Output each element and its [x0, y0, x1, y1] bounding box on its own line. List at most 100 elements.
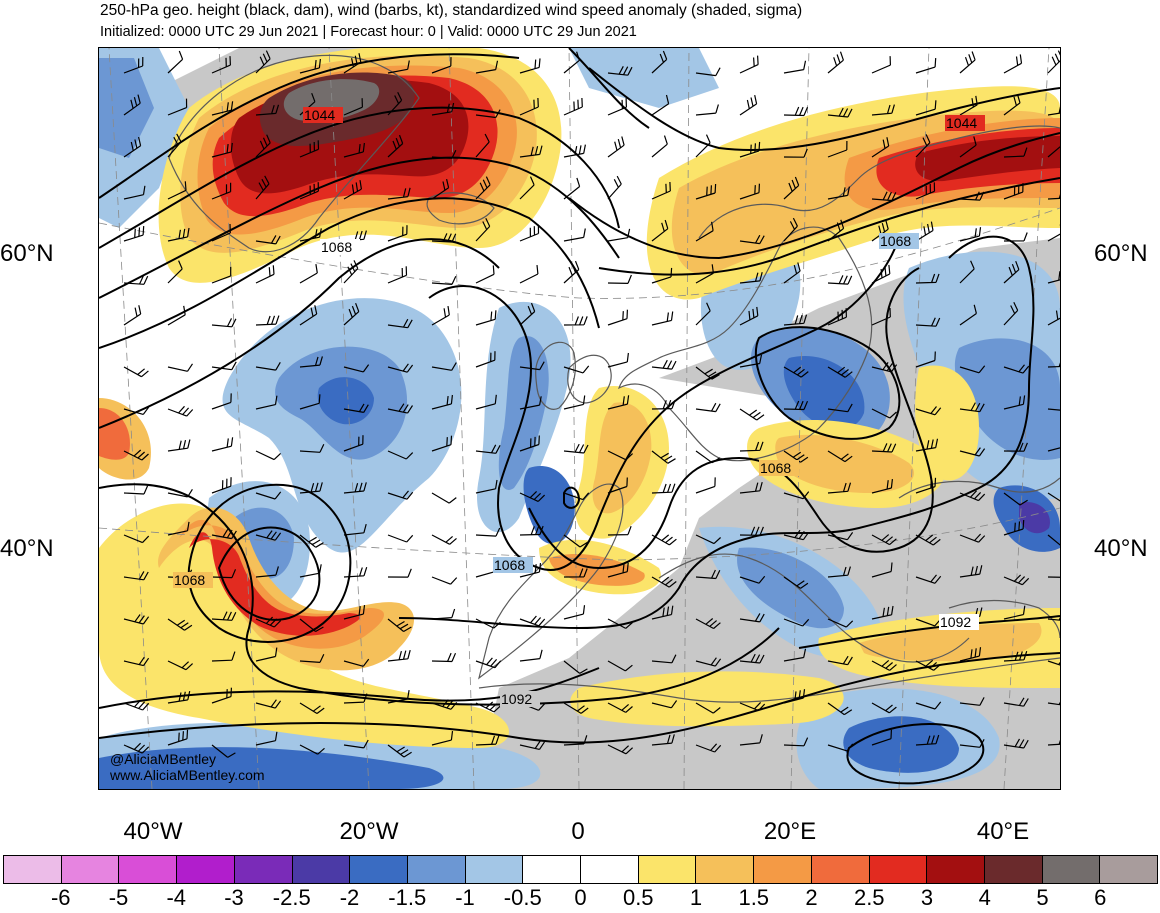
wind-barb: [959, 697, 985, 706]
wind-barb: [255, 265, 275, 284]
wind-barb: [827, 275, 853, 285]
wind-barb: [563, 177, 581, 200]
wind-barb: [211, 318, 237, 328]
wind-barb: [167, 439, 191, 452]
wind-barb: [1003, 395, 1026, 410]
wind-barb: [607, 618, 633, 629]
wind-barb: [343, 658, 370, 667]
lat-label-60n-right: 60°N: [1094, 240, 1148, 267]
wind-barb: [299, 140, 320, 158]
wind-barb: [871, 562, 893, 578]
wind-barb: [607, 450, 634, 461]
wind-barb: [519, 490, 546, 502]
wind-barb: [475, 60, 499, 74]
wind-barb: [563, 365, 590, 374]
wind-barb: [783, 618, 810, 627]
wind-barb: [915, 734, 940, 746]
wind-barb: [1047, 701, 1060, 706]
wind-barb: [431, 394, 453, 410]
wind-barb: [343, 739, 369, 749]
wind-barb: [1003, 364, 1030, 374]
wind-barb: [651, 267, 673, 284]
wind-barb: [651, 654, 677, 664]
wind-barb: [519, 97, 539, 116]
wind-barb: [871, 307, 891, 326]
wind-barb: [475, 444, 501, 454]
wind-barb: [651, 359, 677, 370]
colorbar-tick-label: 4: [978, 885, 991, 910]
wind-barb: [431, 534, 457, 545]
wind-barb: [299, 744, 325, 755]
wind-barb: [739, 272, 763, 284]
wind-barb: [739, 481, 763, 494]
wind-barb: [695, 569, 721, 580]
wind-barb: [607, 562, 629, 578]
wind-barb: [211, 56, 231, 74]
wind-barb: [387, 266, 408, 284]
wind-barb: [827, 655, 853, 666]
wind-barb: [563, 735, 588, 746]
wind-barb: [1003, 697, 1029, 707]
wind-barb: [123, 56, 144, 74]
wind-barb: [915, 100, 937, 116]
wind-barb: [431, 306, 450, 326]
wind-barb: [387, 744, 412, 758]
wind-barb: [1047, 660, 1060, 666]
wind-barb: [783, 689, 806, 704]
wind-barb: [299, 534, 324, 548]
wind-barb: [431, 576, 458, 585]
wind-barb: [299, 356, 323, 368]
wind-barb: [915, 534, 941, 546]
wind-barb: [167, 363, 193, 372]
colorbar-tick-label: -1.5: [388, 885, 427, 910]
wind-barb: [827, 743, 854, 752]
wind-barb: [387, 60, 410, 74]
wind-barb: [343, 693, 368, 704]
wind-barb: [783, 60, 807, 74]
wind-barb: [1003, 94, 1021, 116]
lon-label-40e: 40°E: [976, 818, 1030, 845]
wind-barb: [695, 618, 721, 630]
wind-barb: [651, 576, 677, 588]
wind-barb: [1047, 308, 1060, 326]
wind-barb: [211, 223, 231, 242]
wind-barb: [1047, 224, 1060, 242]
wind-barb: [475, 176, 491, 200]
chart-title: 250-hPa geo. height (black, dam), wind (…: [100, 2, 803, 19]
colorbar-cell: [350, 856, 408, 883]
graticule: [99, 48, 1060, 789]
colorbar-cell: [234, 856, 293, 883]
wind-barb: [915, 273, 940, 284]
colorbar-tick-label: -3: [224, 885, 244, 910]
wind-barb: [1047, 271, 1060, 284]
wind-barb: [211, 477, 232, 494]
wind-barb: [651, 94, 670, 116]
wind-barb: [255, 134, 271, 158]
wind-barb: [607, 660, 633, 672]
wind-barb: [1003, 260, 1020, 284]
wind-barb: [695, 534, 722, 545]
colorbar-tick-label: 1.5: [738, 885, 770, 910]
wind-barb: [167, 690, 191, 704]
wind-barb: [387, 450, 414, 460]
wind-barb: [475, 394, 497, 410]
wind-barb: [695, 104, 719, 116]
credit-website[interactable]: www.AliciaMBentley.com: [110, 767, 265, 783]
wind-barb: [563, 443, 589, 454]
wind-barb: [651, 483, 676, 494]
wind-barb: [255, 647, 278, 662]
map-panel: 1044 1044 1068 1068 1068 1068 1068 1092 …: [98, 47, 1061, 790]
wind-barb: [563, 568, 588, 578]
colorbar-cell: [581, 856, 639, 883]
wind-barb: [871, 605, 894, 620]
wind-barb: [211, 266, 232, 284]
wind-barb: [739, 613, 765, 623]
wind-barb: [783, 529, 810, 541]
wind-barb: [563, 144, 586, 158]
wind-barb: [1047, 194, 1060, 200]
wind-barb: [563, 228, 586, 242]
wind-barb: [211, 182, 232, 200]
wind-barb: [299, 394, 321, 410]
wind-barb: [1047, 492, 1060, 502]
colorbar-cell: [696, 856, 755, 883]
